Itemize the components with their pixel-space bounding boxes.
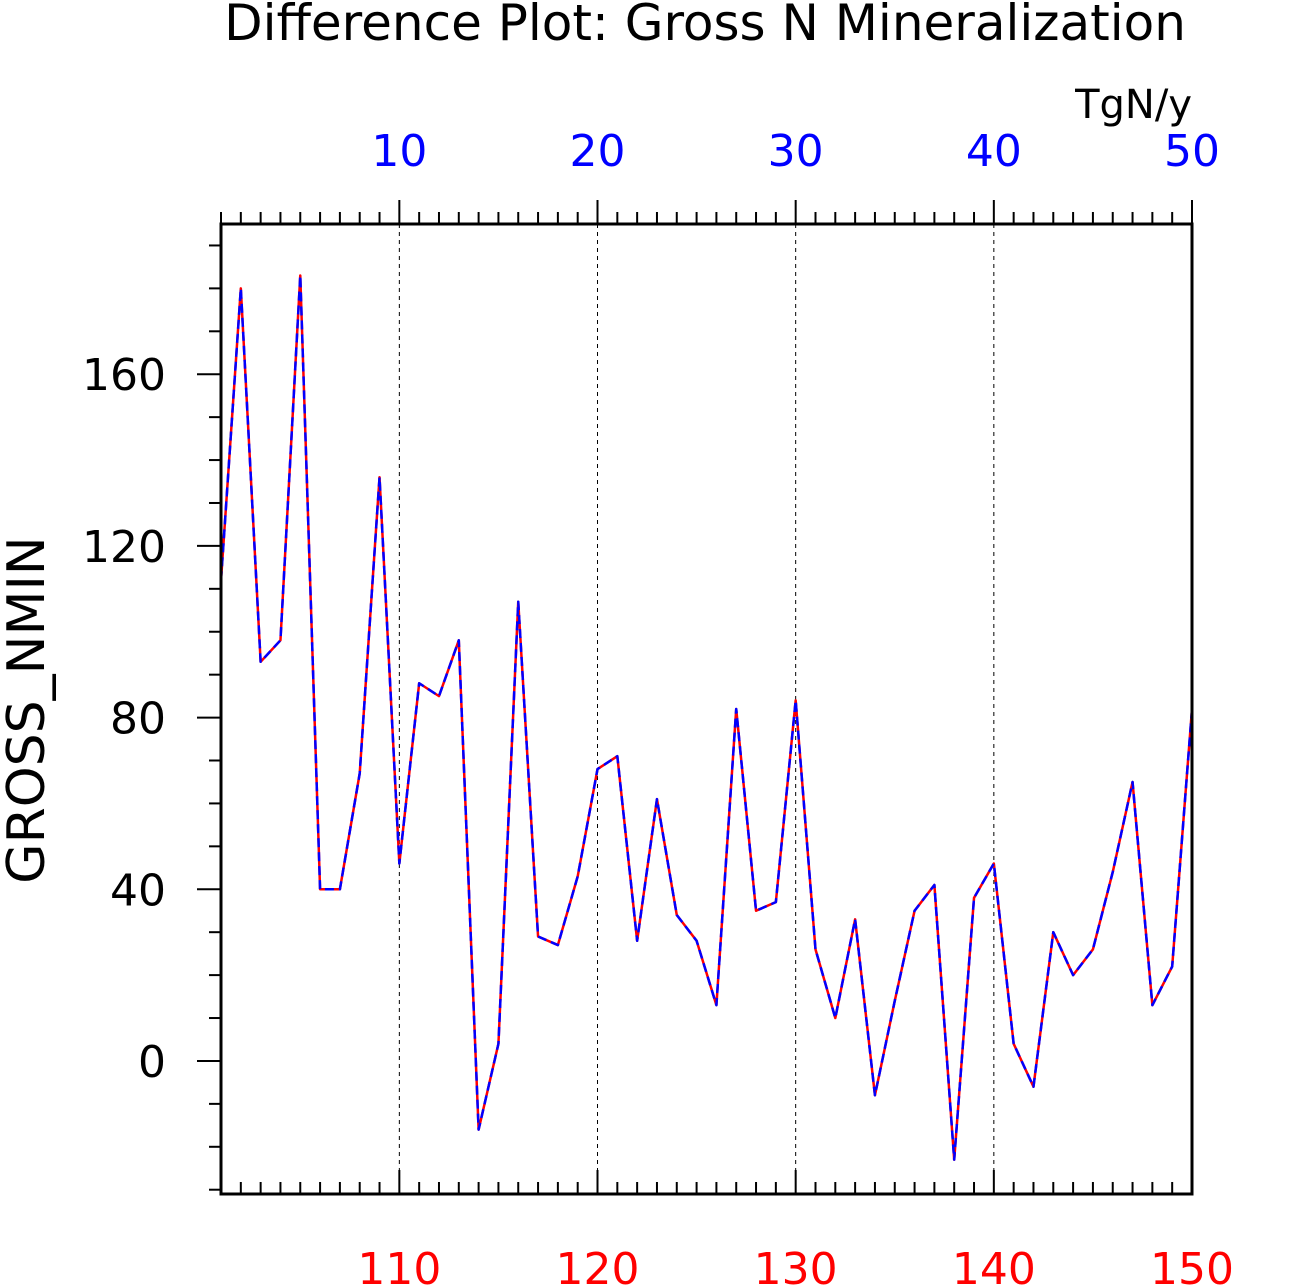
x-top-tick-label: 20 <box>570 126 626 177</box>
x-top-tick-label: 40 <box>966 126 1022 177</box>
x-top-tick-label: 10 <box>371 126 427 177</box>
x-bottom-tick-label: 130 <box>754 1244 838 1286</box>
y-tick-label: 40 <box>110 865 166 916</box>
plot-frame <box>219 222 1194 1196</box>
y-tick-label: 80 <box>110 694 166 745</box>
series-layer <box>219 274 1194 1161</box>
x-bottom-tick-label: 110 <box>357 1244 441 1286</box>
y-tick-label: 160 <box>82 350 166 401</box>
x-top-tick-label: 30 <box>768 126 824 177</box>
units-label: TgN/y <box>1074 82 1192 128</box>
y-axis-label: GROSS_NMIN <box>0 536 57 883</box>
chart-title: Difference Plot: Gross N Mineralization <box>224 0 1186 52</box>
x-bottom-tick-label: 150 <box>1150 1244 1234 1286</box>
series-line-2 <box>219 274 1194 1161</box>
x-bottom-tick-label: 140 <box>952 1244 1036 1286</box>
x-bottom-tick-label: 120 <box>556 1244 640 1286</box>
x-top-tick-label: 50 <box>1164 126 1220 177</box>
y-tick-label: 120 <box>82 522 166 573</box>
grid-layer <box>398 224 995 1194</box>
series-line-1 <box>219 274 1194 1161</box>
y-tick-label: 0 <box>138 1037 166 1088</box>
axes-layer: 110 120 130 140 150 10 20 30 40 50 0 40 80 120 160 <box>82 126 1234 1286</box>
